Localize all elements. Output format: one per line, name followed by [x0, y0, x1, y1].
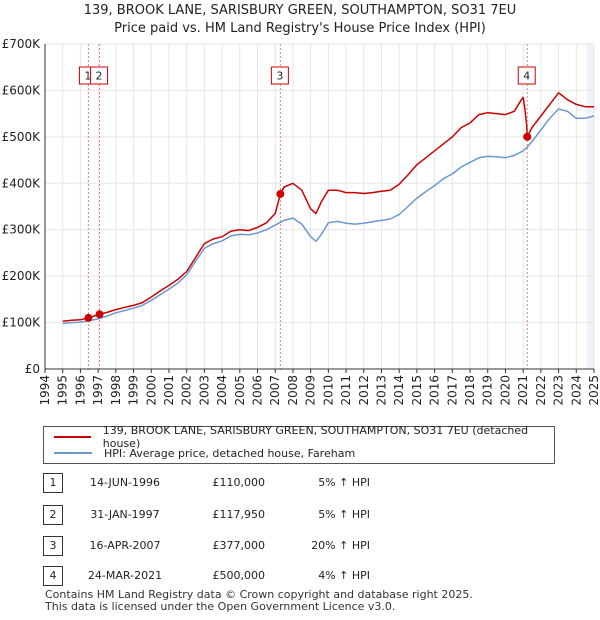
- x-tick-label: 2024: [569, 375, 583, 406]
- transaction-date: 16-APR-2007: [89, 539, 161, 552]
- price-chart: 1994 1995 1996 1997 1998 1999 2000 2001 2002 2003…: [2, 37, 600, 406]
- y-tick-label: £0: [25, 362, 40, 376]
- x-tick-label: 2023: [552, 375, 566, 406]
- transaction-date: 31-JAN-1997: [90, 508, 160, 521]
- x-tick-label: 2003: [197, 375, 211, 406]
- x-tick-label: 2010: [321, 375, 335, 406]
- y-tick-label: £300K: [2, 223, 42, 237]
- hpi-series-line: [62, 108, 595, 325]
- legend-item-property: 139, BROOK LANE, SARISBURY GREEN, SOUTHA…: [54, 424, 554, 450]
- footer-copyright: Contains HM Land Registry data © Crown c…: [45, 588, 473, 601]
- x-tick-label: 2021: [516, 375, 530, 406]
- x-tick-label: 2009: [304, 375, 318, 406]
- x-tick-label: 2008: [286, 375, 300, 406]
- transaction-date: 14-JUN-1996: [89, 476, 161, 489]
- x-tick-label: 2005: [233, 375, 247, 406]
- transaction-hpi: 20% ↑ HPI: [311, 539, 370, 552]
- x-tick-label: 2025: [587, 375, 600, 406]
- y-tick-label: £700K: [2, 37, 42, 51]
- transaction-label-box: [517, 66, 536, 85]
- x-tick-label: 2002: [180, 375, 194, 406]
- x-tick-label: 2013: [374, 375, 388, 406]
- x-tick-label: 2015: [410, 375, 424, 406]
- x-tick-label: 2012: [357, 375, 371, 406]
- transaction-number: 1: [43, 473, 63, 493]
- transaction-number: 2: [43, 505, 63, 525]
- sale-point: [276, 189, 285, 198]
- x-tick-label: 1995: [56, 375, 70, 406]
- x-tick-label: 2022: [534, 375, 548, 406]
- transaction-number: 4: [43, 566, 63, 586]
- y-tick-label: £500K: [2, 130, 42, 144]
- legend-label-hpi: HPI: Average price, detached house, Fare…: [104, 446, 356, 460]
- transaction-label: 2: [96, 70, 103, 83]
- x-tick-label: 2019: [481, 375, 495, 406]
- legend-label-property: 139, BROOK LANE, SARISBURY GREEN, SOUTHA…: [102, 424, 529, 450]
- transaction-label: 1: [84, 70, 91, 83]
- x-tick-label: 2020: [498, 375, 512, 406]
- transaction-label: 4: [523, 70, 530, 83]
- sale-point: [84, 313, 93, 322]
- x-tick-label: 1999: [127, 375, 141, 406]
- transaction-label-box: [90, 66, 109, 85]
- legend-item-hpi: HPI: Average price, detached house, Fare…: [54, 445, 355, 461]
- y-tick-label: £200K: [2, 269, 42, 283]
- x-tick-label: 2016: [428, 375, 442, 406]
- x-tick-label: 2011: [339, 375, 353, 406]
- sale-point: [523, 132, 532, 141]
- x-tick-label: 1994: [38, 375, 52, 406]
- x-tick-label: 2006: [251, 375, 265, 406]
- chart-title: 139, BROOK LANE, SARISBURY GREEN, SOUTHA…: [83, 3, 517, 18]
- x-tick-label: 2017: [445, 375, 459, 406]
- transaction-label: 3: [276, 70, 283, 83]
- x-tick-label: 2000: [144, 375, 158, 406]
- forecast-shade: [586, 44, 594, 369]
- x-tick-label: 2018: [463, 375, 477, 406]
- legend-swatch-hpi: [54, 452, 92, 454]
- transaction-hpi: 5% ↑ HPI: [318, 508, 370, 521]
- transaction-hpi: 5% ↑ HPI: [318, 476, 370, 489]
- sale-point: [95, 310, 104, 319]
- x-tick-label: 2007: [268, 375, 282, 406]
- x-tick-label: 2014: [392, 375, 406, 406]
- transaction-price: £377,000: [212, 539, 266, 552]
- transaction-label-box: [270, 66, 289, 85]
- x-tick-label: 2004: [215, 375, 229, 406]
- transaction-price: £500,000: [212, 569, 266, 582]
- chart-subtitle: Price paid vs. HM Land Registry's House …: [114, 21, 486, 36]
- x-tick-label: 1998: [109, 375, 123, 406]
- x-tick-label: 1997: [91, 375, 105, 406]
- y-tick-label: £600K: [2, 83, 42, 97]
- transaction-hpi: 4% ↑ HPI: [318, 569, 370, 582]
- transaction-price: £117,950: [212, 508, 266, 521]
- transaction-price: £110,000: [212, 476, 266, 489]
- footer-licence: This data is licensed under the Open Gov…: [45, 600, 396, 613]
- legend-swatch-property: [54, 436, 91, 438]
- transaction-date: 24-MAR-2021: [87, 569, 163, 582]
- x-tick-label: 1996: [73, 375, 87, 406]
- legend: 139, BROOK LANE, SARISBURY GREEN, SOUTHA…: [43, 424, 555, 464]
- x-tick-label: 2001: [162, 375, 176, 406]
- y-tick-label: £400K: [2, 176, 42, 190]
- y-tick-label: £100K: [2, 316, 42, 330]
- property-series-line: [62, 92, 594, 322]
- transaction-number: 3: [43, 536, 63, 556]
